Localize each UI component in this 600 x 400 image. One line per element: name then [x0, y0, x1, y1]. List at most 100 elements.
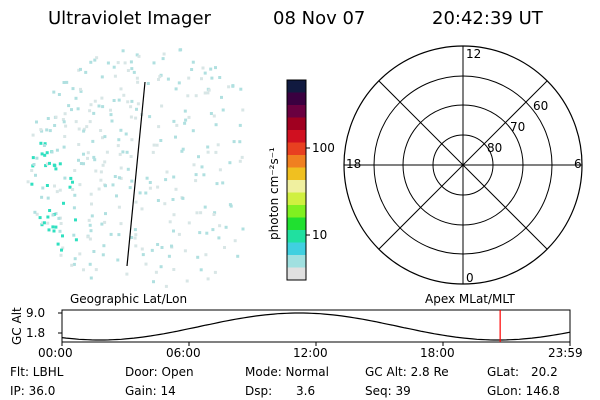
- aurora-pixel: [62, 201, 65, 205]
- aurora-pixel: [167, 254, 171, 258]
- aurora-pixel: [63, 112, 67, 116]
- aurora-pixel: [52, 229, 56, 233]
- aurora-pixel: [56, 242, 60, 246]
- aurora-pixel: [160, 246, 164, 249]
- aurora-pixel: [88, 120, 92, 124]
- aurora-pixel: [101, 253, 105, 257]
- aurora-pixel: [172, 213, 176, 217]
- colorbar-segment: [287, 217, 306, 231]
- aurora-pixel: [104, 212, 107, 216]
- aurora-pixel: [46, 196, 50, 200]
- colorbar-segment: [287, 92, 306, 106]
- aurora-pixel: [42, 144, 46, 147]
- aurora-pixel: [45, 162, 49, 166]
- aurora-pixel: [159, 265, 163, 269]
- lat-label-80: 80: [487, 141, 502, 155]
- aurora-pixel: [238, 140, 242, 144]
- aurora-pixel: [174, 87, 178, 91]
- aurora-pixel: [156, 243, 160, 246]
- aurora-pixel: [79, 162, 83, 165]
- aurora-pixel: [119, 128, 123, 132]
- aurora-pixel: [133, 236, 137, 240]
- aurora-pixel: [94, 268, 98, 272]
- status-seq: Seq: 39: [365, 384, 411, 398]
- aurora-pixel: [129, 60, 133, 64]
- aurora-pixel: [212, 213, 216, 216]
- aurora-pixel: [55, 148, 59, 152]
- aurora-pixel: [63, 176, 67, 180]
- aurora-pixel: [196, 255, 200, 259]
- aurora-pixel: [154, 270, 158, 274]
- aurora-pixel: [117, 98, 121, 102]
- aurora-pixel: [140, 247, 144, 251]
- aurora-pixel: [52, 90, 56, 94]
- aurora-pixel: [224, 225, 228, 229]
- status-gain: Gain: 14: [125, 384, 176, 398]
- aurora-pixel: [213, 270, 217, 274]
- aurora-pixel: [45, 128, 49, 132]
- aurora-pixel: [89, 103, 93, 107]
- aurora-pixel: [100, 96, 104, 100]
- aurora-pixel: [162, 52, 166, 56]
- aurora-pixel: [92, 250, 96, 253]
- aurora-pixel: [89, 276, 93, 280]
- aurora-pixel: [57, 93, 61, 96]
- aurora-pixel: [198, 231, 202, 235]
- aurora-pixel: [35, 156, 39, 160]
- aurora-pixel: [146, 82, 150, 85]
- aurora-pixel: [47, 228, 51, 232]
- aurora-pixel: [160, 104, 164, 108]
- status-dsp-label: Dsp:: [245, 384, 273, 398]
- aurora-pixel: [152, 143, 156, 147]
- aurora-pixel: [215, 182, 219, 186]
- aurora-pixel: [105, 150, 109, 154]
- aurora-pixel: [151, 150, 155, 154]
- aurora-pixel: [148, 181, 152, 184]
- aurora-pixel: [155, 143, 159, 147]
- aurora-pixel: [152, 61, 156, 65]
- status-glat-value: 20.2: [531, 365, 558, 379]
- aurora-pixel: [221, 108, 225, 112]
- aurora-pixel: [103, 160, 107, 164]
- aurora-pixel: [89, 192, 93, 196]
- aurora-pixel: [48, 209, 52, 212]
- aurora-pixel: [123, 61, 127, 65]
- aurora-pixel: [79, 89, 83, 93]
- aurora-pixel: [170, 244, 173, 248]
- aurora-pixel: [239, 87, 243, 91]
- aurora-pixel: [191, 60, 195, 64]
- aurora-pixel: [121, 49, 125, 53]
- aurora-pixel: [116, 61, 120, 65]
- aurora-pixel: [187, 115, 191, 119]
- aurora-pixel: [99, 129, 103, 132]
- aurora-pixel: [165, 170, 169, 174]
- aurora-pixel: [172, 268, 176, 271]
- aurora-pixel: [53, 164, 57, 168]
- aurora-pixel: [78, 183, 82, 187]
- orbit-xtick-label-2: 12:00: [293, 346, 328, 360]
- aurora-pixel: [199, 211, 203, 215]
- aurora-pixel: [168, 220, 172, 224]
- aurora-pixel: [90, 202, 93, 206]
- aurora-pixel: [100, 75, 104, 79]
- aurora-pixel: [187, 76, 191, 80]
- status-dsp-value: 3.6: [296, 384, 316, 398]
- aurora-pixel: [194, 94, 198, 98]
- aurora-pixel: [156, 185, 160, 189]
- aurora-pixel: [89, 60, 93, 64]
- aurora-pixel: [241, 108, 245, 112]
- aurora-pixel: [31, 156, 35, 160]
- aurora-pixel: [172, 229, 175, 233]
- aurora-pixel: [125, 150, 129, 154]
- aurora-pixel: [35, 120, 38, 124]
- aurora-pixel: [117, 205, 121, 209]
- terminator-line: [126, 81, 146, 267]
- aurora-pixel: [121, 150, 125, 154]
- polar-grid: [343, 45, 583, 285]
- aurora-pixel: [133, 228, 137, 232]
- aurora-pixel: [200, 77, 203, 81]
- aurora-pixel: [74, 238, 78, 242]
- aurora-pixel: [39, 141, 43, 145]
- aurora-pixel: [202, 173, 206, 177]
- aurora-pixel: [93, 158, 97, 162]
